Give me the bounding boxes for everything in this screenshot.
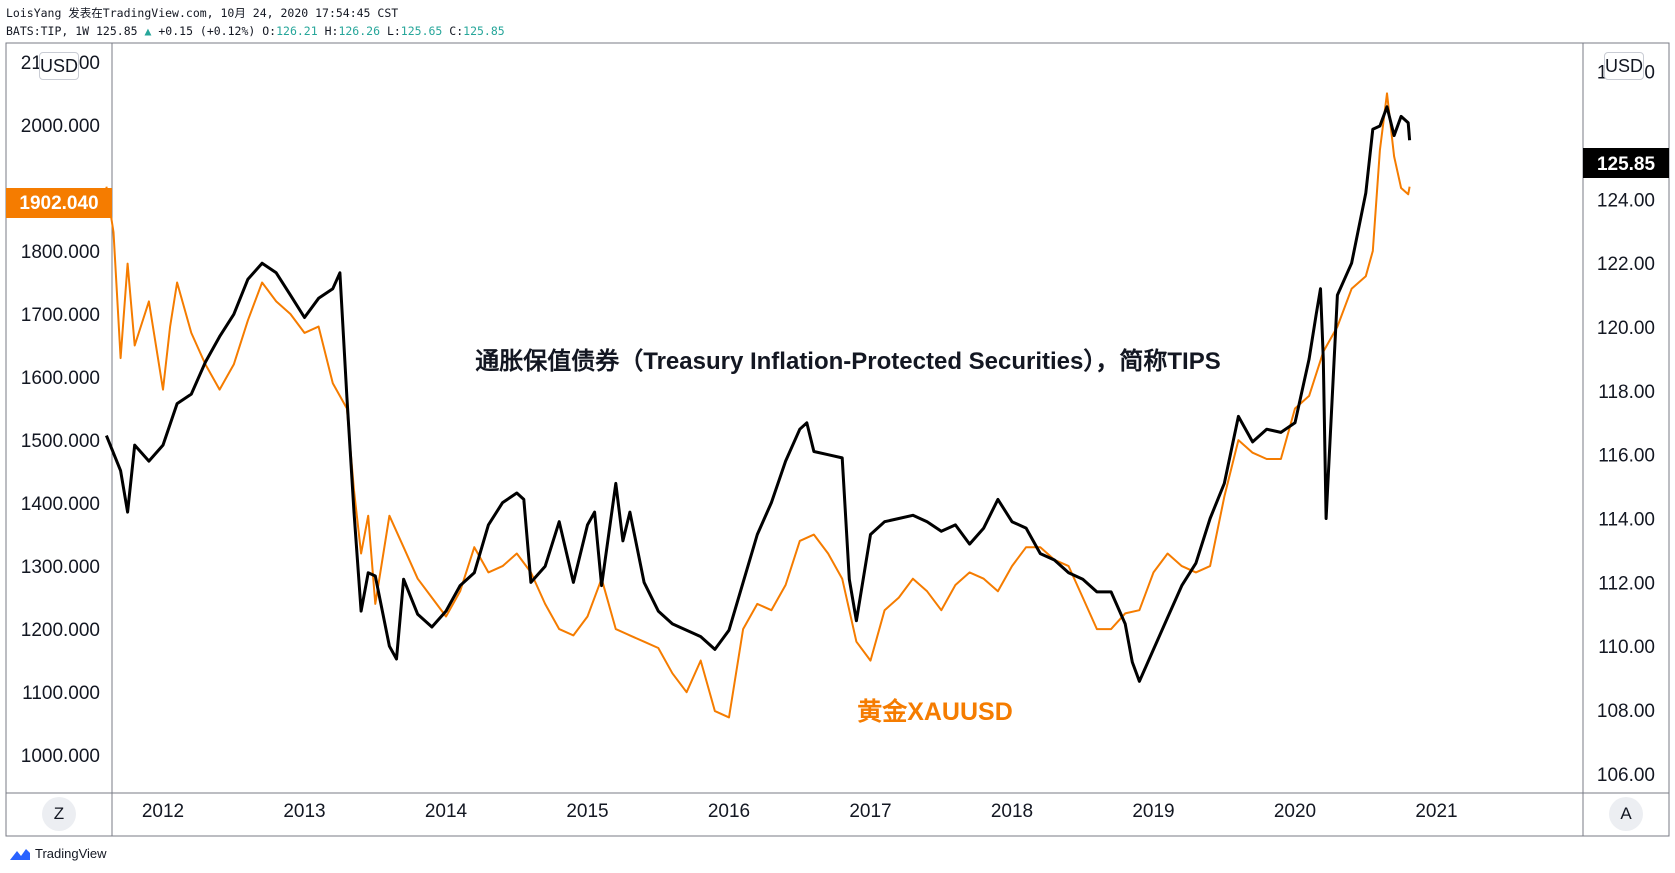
publish-info: LoisYang 发表在TradingView.com, 10月 24, 202…: [6, 6, 399, 20]
zoom-button[interactable]: Z: [42, 797, 76, 831]
x-tick-label: 2014: [425, 801, 468, 822]
right-tick-label: 120.00: [1597, 318, 1655, 339]
x-tick-label: 2016: [708, 801, 750, 822]
right-tick-label: 110.00: [1598, 637, 1655, 658]
left-tick-label: 1600.000: [21, 368, 100, 389]
gold-series-label: 黄金XAUUSD: [857, 697, 1013, 726]
left-tick-label: 1400.000: [21, 494, 100, 515]
chart-title: 通胀保值债券（Treasury Inflation-Protected Secu…: [475, 347, 1220, 375]
cloud-icon: [10, 848, 30, 860]
left-tick-label: 1700.000: [21, 305, 100, 326]
left-tick-label: 1800.000: [21, 242, 100, 263]
x-tick-label: 2019: [1132, 801, 1174, 822]
right-tick-label: 124.00: [1597, 190, 1655, 211]
right-tick-label: 108.00: [1597, 701, 1655, 722]
left-tick-label: 1500.000: [21, 431, 100, 452]
x-tick-label: 2021: [1415, 801, 1457, 822]
open-value: 126.21: [276, 24, 318, 38]
time-axis[interactable]: 2012 2013 2014 2015 2016 2017 2018 2019 2020 2021: [142, 801, 1458, 822]
left-tick-label: 1000.000: [21, 746, 100, 767]
open-label: O:: [262, 24, 277, 38]
left-last-value: 1902.040: [19, 193, 98, 214]
chart-frame: [5, 42, 1670, 837]
low-value: 125.65: [400, 24, 443, 38]
symbol-label: BATS:TIP, 1W 125.85: [6, 24, 138, 38]
right-tick-label: 118.00: [1598, 382, 1655, 403]
x-tick-label: 2017: [849, 801, 891, 822]
high-value: 126.26: [338, 24, 380, 38]
low-label: L:: [386, 24, 401, 38]
x-tick-label: 2015: [566, 801, 608, 822]
up-triangle-icon: ▲: [144, 24, 152, 38]
auto-scale-button[interactable]: A: [1609, 797, 1643, 831]
ohlc-legend: BATS:TIP, 1W 125.85 ▲ +0.15 (+0.12%) O:1…: [6, 24, 505, 38]
brand-name: TradingView: [35, 846, 107, 861]
left-tick-label: 1100.000: [22, 683, 100, 704]
tradingview-logo[interactable]: TradingView: [8, 846, 107, 861]
right-currency-label[interactable]: USD: [1604, 52, 1644, 80]
right-last-value-badge: 125.85: [1583, 148, 1669, 178]
close-label: C:: [449, 24, 464, 38]
left-tick-label: 1300.000: [21, 557, 100, 578]
right-tick-label: 122.00: [1597, 254, 1655, 275]
x-tick-label: 2020: [1274, 801, 1316, 822]
x-tick-label: 2012: [142, 801, 184, 822]
left-tick-label: 2000.000: [21, 116, 100, 137]
close-value: 125.85: [463, 24, 505, 38]
right-tick-label: 114.00: [1598, 510, 1655, 531]
right-last-value: 125.85: [1597, 154, 1656, 175]
left-currency-label[interactable]: USD: [39, 52, 79, 80]
x-tick-label: 2018: [991, 801, 1033, 822]
series-line-tips: [105, 105, 1412, 683]
left-last-value-badge: 1902.040: [6, 188, 112, 218]
right-tick-label: 112.00: [1598, 573, 1655, 594]
x-tick-label: 2013: [283, 801, 325, 822]
right-tick-label: 116.00: [1598, 446, 1655, 467]
change-value: +0.15 (+0.12%): [158, 24, 256, 38]
left-price-axis[interactable]: 2100.0002000.0001800.0001700.0001600.000…: [21, 53, 100, 767]
series-line-gold: [105, 92, 1411, 719]
high-label: H:: [324, 24, 339, 38]
right-tick-label: 106.00: [1597, 765, 1655, 786]
left-tick-label: 1200.000: [21, 620, 100, 641]
